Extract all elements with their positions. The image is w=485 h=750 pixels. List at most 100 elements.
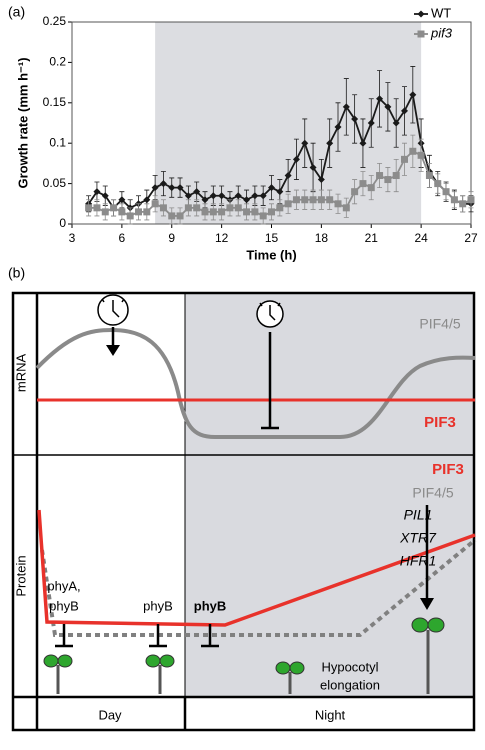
marker — [276, 204, 284, 212]
marker — [334, 123, 342, 131]
marker — [409, 91, 417, 99]
pif45-protein-curve — [40, 538, 477, 637]
diagram: mRNA Protein Day Night PIF4/5 PIF3 PIF3 … — [11, 291, 477, 732]
panel-label: (a) — [8, 4, 25, 20]
marker — [276, 188, 284, 196]
marker — [292, 155, 300, 163]
marker — [159, 180, 167, 188]
growth-chart: 0 0.05 0.1 0.15 0.2 0.25 3 6 9 12 15 18 21 24 27 Time (… — [15, 5, 478, 262]
marker — [201, 196, 209, 204]
legend-marker — [417, 10, 425, 18]
marker — [467, 196, 475, 204]
marker — [359, 139, 367, 147]
marker — [401, 155, 408, 163]
marker — [268, 208, 275, 216]
column-label: Day — [98, 707, 122, 722]
marker — [384, 103, 392, 111]
marker — [218, 208, 226, 216]
legend-marker — [417, 30, 425, 38]
x-tick-label: 6 — [119, 231, 126, 245]
y-tick-label: 0.2 — [49, 55, 66, 69]
y-tick-label: 0.15 — [43, 95, 67, 109]
marker — [226, 204, 234, 212]
marker — [259, 212, 267, 220]
marker — [126, 212, 134, 220]
pif3-label: PIF3 — [424, 414, 456, 431]
target-gene: XTR7 — [399, 530, 437, 546]
clock-icon — [256, 300, 284, 328]
legend-label: WT — [431, 5, 451, 20]
marker — [367, 119, 375, 127]
x-tick-label: 3 — [69, 231, 76, 245]
marker — [234, 204, 242, 212]
marker — [234, 192, 242, 200]
marker — [392, 172, 400, 180]
marker — [459, 200, 467, 208]
outcome-label: elongation — [320, 677, 380, 692]
marker — [334, 200, 342, 208]
marker — [317, 196, 325, 204]
x-tick-label: 15 — [265, 231, 279, 245]
y-axis-label: Growth rate (mm h⁻¹) — [15, 57, 30, 188]
marker — [301, 139, 309, 147]
marker — [301, 196, 309, 204]
panel-label: (b) — [8, 265, 25, 281]
marker — [384, 176, 392, 184]
target-gene: HFR1 — [400, 553, 437, 569]
photoreceptor-label: phyA, — [47, 578, 80, 593]
y-tick-label: 0.25 — [43, 14, 67, 28]
night-shade — [155, 22, 422, 224]
marker — [143, 196, 151, 204]
marker — [376, 172, 384, 180]
x-tick-label: 21 — [365, 231, 379, 245]
marker — [359, 180, 367, 188]
marker — [326, 196, 334, 204]
inhibition — [55, 624, 219, 648]
marker — [118, 208, 126, 216]
marker — [193, 204, 201, 212]
marker — [417, 151, 425, 159]
row-label: Protein — [13, 555, 28, 596]
marker — [342, 204, 350, 212]
marker — [151, 184, 159, 192]
pif3-protein-curve — [37, 509, 476, 627]
marker — [376, 95, 384, 103]
arrow-head — [106, 345, 120, 356]
x-tick-label: 9 — [168, 231, 175, 245]
marker — [284, 200, 292, 208]
marker — [101, 192, 109, 200]
clock-icon — [97, 294, 129, 326]
x-axis-label: Time (h) — [246, 247, 296, 262]
marker — [118, 196, 126, 204]
marker — [409, 147, 417, 155]
marker — [176, 184, 184, 192]
marker — [367, 184, 375, 192]
y-tick-label: 0.05 — [43, 176, 67, 190]
marker — [151, 200, 159, 208]
marker — [101, 208, 109, 216]
marker — [450, 196, 458, 204]
row-label: mRNA — [13, 354, 28, 393]
marker — [251, 192, 259, 200]
marker — [168, 184, 176, 192]
photoreceptor-label: phyB — [49, 598, 79, 613]
x-tick-label: 12 — [215, 231, 229, 245]
marker — [143, 208, 151, 216]
marker — [168, 212, 176, 220]
marker — [434, 180, 442, 188]
plot-frame — [71, 21, 472, 225]
marker — [218, 192, 226, 200]
marker — [184, 204, 192, 212]
seedling-icon — [43, 617, 445, 694]
marker — [259, 192, 267, 200]
x-tick-label: 27 — [464, 231, 478, 245]
marker — [93, 188, 101, 196]
y-tick-label: 0.1 — [49, 135, 66, 149]
x-tick-label: 24 — [414, 231, 428, 245]
marker — [268, 184, 275, 192]
marker — [292, 196, 300, 204]
frame — [11, 291, 476, 732]
pif3-label: PIF3 — [432, 461, 464, 478]
marker — [93, 204, 101, 212]
